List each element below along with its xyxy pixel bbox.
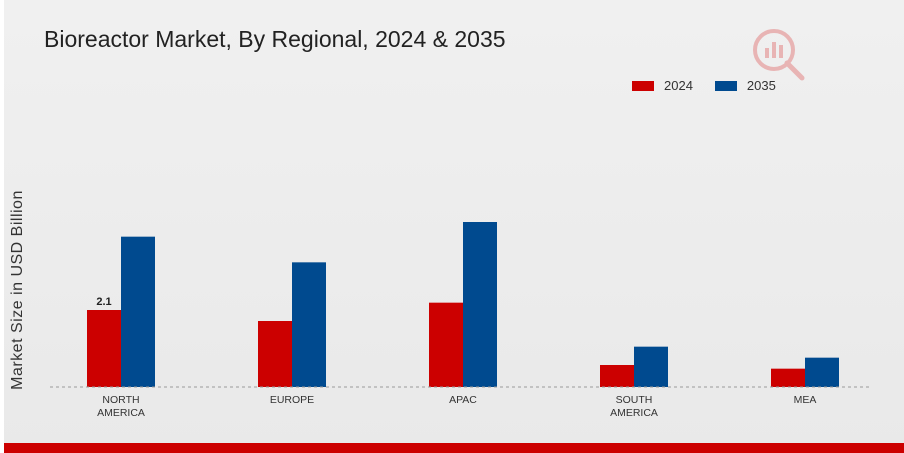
bar-2035-2	[463, 222, 497, 387]
bar-2035-3	[634, 346, 668, 387]
x-tick-label-2: APAC	[449, 394, 477, 406]
bar-2035-4	[805, 357, 839, 387]
bar-2024-0	[87, 310, 121, 387]
x-tick-label-1: EUROPE	[270, 394, 314, 406]
legend: 2024 2035	[632, 78, 798, 93]
bar-2024-1	[258, 321, 292, 387]
chart-title: Bioreactor Market, By Regional, 2024 & 2…	[44, 26, 506, 52]
legend-swatch-2035	[714, 80, 737, 91]
legend-item-2024: 2024	[632, 78, 693, 93]
bar-2035-1	[292, 262, 326, 387]
bar-2024-2	[429, 302, 463, 387]
x-tick-label-4: MEA	[794, 394, 817, 406]
bar-2024-4	[771, 368, 805, 387]
bar-2024-3	[600, 365, 634, 387]
x-tick-label-0: NORTH AMERICA	[97, 394, 145, 419]
legend-label-2035: 2035	[746, 78, 776, 93]
bar-2035-0	[121, 236, 155, 387]
legend-swatch-2024	[632, 80, 654, 91]
data-label-0: 2.1	[96, 296, 111, 308]
legend-item-2035: 2035	[714, 78, 776, 93]
legend-label-2024: 2024	[664, 78, 693, 93]
footer-bar	[4, 443, 904, 453]
brand-logo-icon	[753, 29, 805, 81]
x-tick-label-3: SOUTH AMERICA	[610, 394, 658, 419]
